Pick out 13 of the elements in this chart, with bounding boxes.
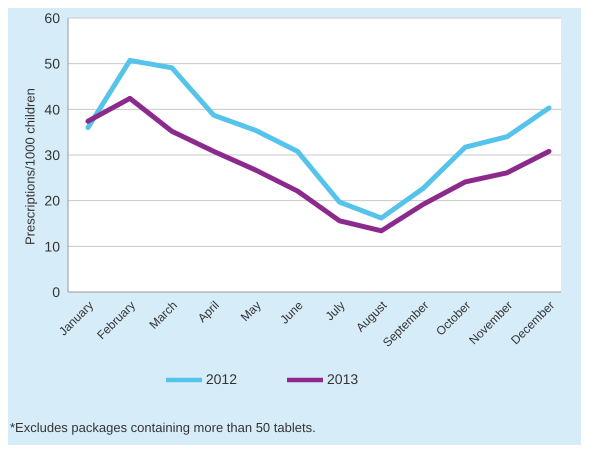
y-tick-label: 20: [44, 192, 60, 209]
y-tick-label: 40: [44, 101, 60, 118]
x-tick-label: May: [238, 298, 264, 324]
y-axis-title: Prescriptions/1000 children: [22, 88, 38, 245]
y-tick-label: 50: [44, 56, 60, 72]
text: *Excludes packages containing more than 50 tablets.: [10, 420, 316, 435]
legend-label: 2013: [327, 370, 358, 387]
y-tick-label: 30: [44, 146, 60, 163]
y-tick-label: 0: [52, 284, 60, 300]
x-tick-label: July: [322, 298, 348, 324]
y-tick-label: 60: [44, 10, 60, 26]
y-tick-label: 10: [44, 238, 60, 254]
legend-label: 2012: [206, 370, 237, 387]
